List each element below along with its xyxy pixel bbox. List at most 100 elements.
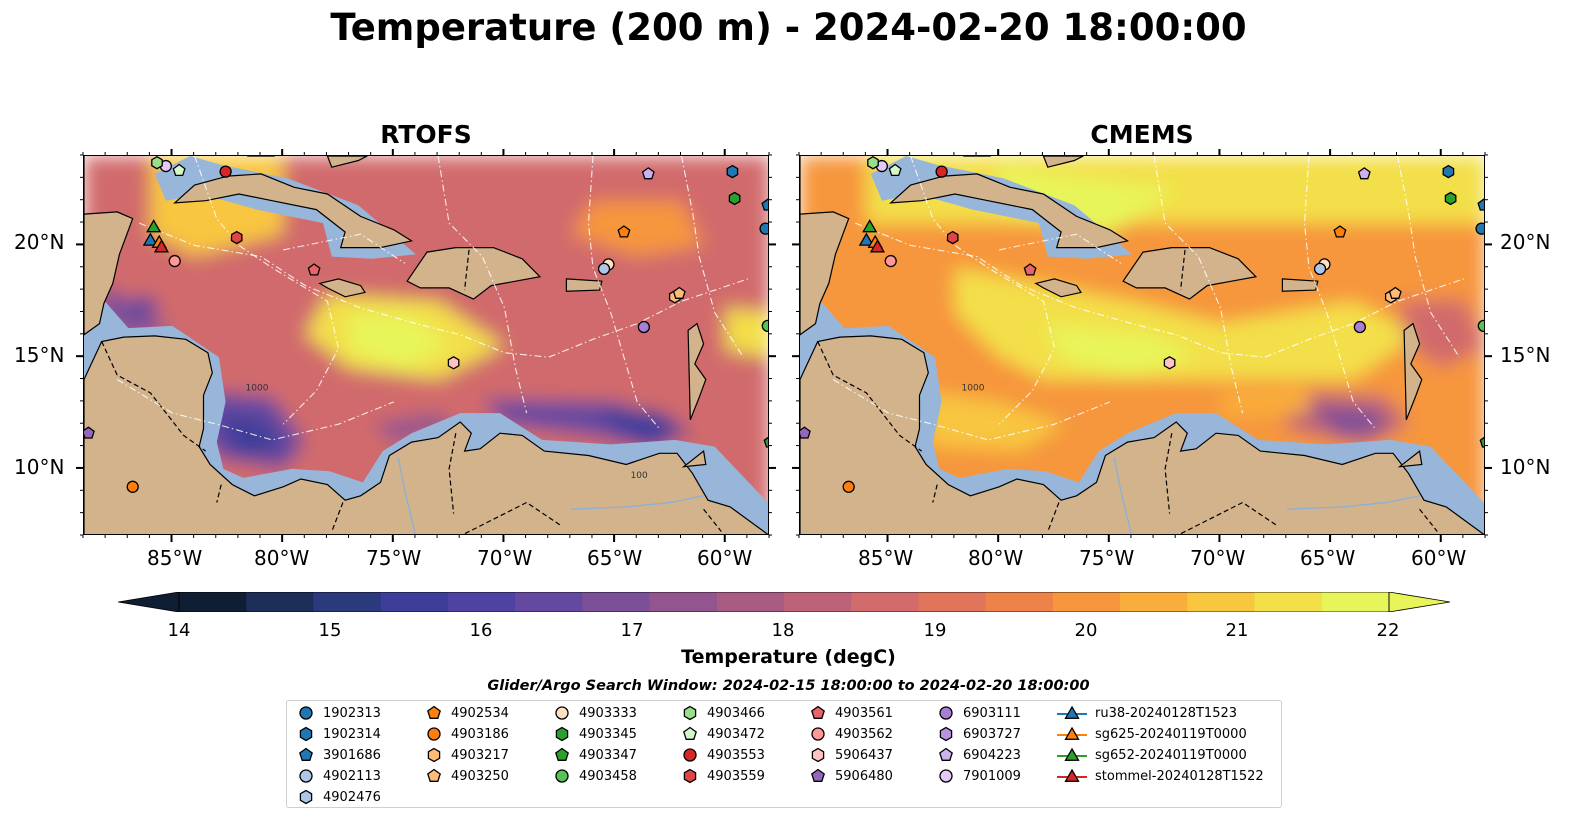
colorbar-segment bbox=[313, 592, 382, 612]
legend-marker-icon bbox=[299, 789, 313, 805]
colorbar-segment bbox=[582, 592, 651, 612]
float-marker-4903458 bbox=[761, 319, 768, 333]
panel-title-cmems: CMEMS bbox=[1090, 120, 1194, 149]
float-marker-4903347 bbox=[763, 436, 768, 448]
legend-item: sg652-20240119T0000 bbox=[1057, 745, 1247, 765]
float-marker-4903347 bbox=[1479, 436, 1484, 448]
figure-title: Temperature (200 m) - 2024-02-20 18:00:0… bbox=[330, 6, 1247, 49]
eez-boundary bbox=[116, 379, 395, 441]
legend-marker-icon bbox=[1057, 726, 1087, 740]
legend-label: 4903250 bbox=[451, 768, 509, 784]
colorbar bbox=[117, 591, 1451, 613]
legend-label: 4903347 bbox=[579, 747, 637, 763]
legend-item: 4903472 bbox=[681, 724, 765, 744]
colorbar-segment bbox=[784, 592, 852, 612]
colorbar-segment bbox=[1321, 592, 1390, 612]
legend-item: 4903562 bbox=[809, 724, 893, 744]
country-border bbox=[1164, 433, 1173, 514]
cmems-map-panel[interactable]: 1000 bbox=[799, 155, 1485, 535]
legend-marker-icon bbox=[299, 726, 313, 742]
legend-marker-icon bbox=[1057, 747, 1087, 761]
legend-marker bbox=[299, 726, 313, 742]
float-marker-4903186 bbox=[126, 480, 139, 493]
legend-marker bbox=[683, 705, 697, 721]
legend-item: 7901009 bbox=[937, 766, 1021, 786]
legend-label: 6903727 bbox=[963, 726, 1021, 742]
lon-tick-label: 70°W bbox=[1190, 546, 1246, 570]
legend-marker bbox=[811, 768, 825, 782]
legend-marker bbox=[939, 706, 953, 720]
legend-item: stommel-20240128T1522 bbox=[1057, 766, 1264, 786]
colorbar-segment bbox=[1120, 592, 1188, 612]
land-jamaica bbox=[318, 278, 366, 298]
float-marker-4903466 bbox=[867, 156, 879, 170]
legend-item: 3901686 bbox=[297, 745, 381, 765]
legend-marker-icon bbox=[555, 706, 569, 720]
legend-marker bbox=[939, 747, 953, 761]
legend-marker-icon bbox=[811, 747, 825, 763]
float-marker-1902314 bbox=[726, 164, 739, 179]
eez-boundary bbox=[587, 156, 660, 430]
country-border bbox=[703, 508, 722, 532]
legend-marker-icon bbox=[683, 726, 697, 740]
eez-boundary bbox=[194, 156, 340, 425]
colorbar-segment bbox=[851, 592, 919, 612]
colorbar-segment bbox=[918, 592, 987, 612]
lon-tick-label: 80°W bbox=[968, 546, 1024, 570]
legend-item: 4903217 bbox=[425, 745, 509, 765]
float-marker-4902534 bbox=[617, 225, 631, 238]
legend-label: 4902476 bbox=[323, 789, 381, 805]
river bbox=[570, 495, 704, 510]
colorbar-tick-label: 19 bbox=[923, 620, 947, 641]
colorbar-extend-max bbox=[1388, 591, 1451, 613]
legend-label: 4903553 bbox=[707, 747, 765, 763]
legend-item: 4903333 bbox=[553, 703, 637, 723]
land-bahamas bbox=[1042, 156, 1084, 168]
float-marker-4903553 bbox=[935, 165, 948, 178]
legend-item: ru38-20240128T1523 bbox=[1057, 703, 1237, 723]
temperature-map: 1000 bbox=[800, 156, 1484, 534]
argo-floats bbox=[800, 156, 1484, 493]
lon-tick-label: 65°W bbox=[587, 546, 643, 570]
colorbar-segment bbox=[1052, 592, 1121, 612]
legend-item: 4903553 bbox=[681, 745, 765, 765]
legend-marker-icon bbox=[1057, 705, 1087, 719]
legend-marker-icon bbox=[427, 705, 441, 719]
float-marker-5906437 bbox=[447, 356, 460, 370]
legend-marker-icon bbox=[299, 769, 313, 783]
float-marker-4902113 bbox=[1313, 262, 1327, 276]
legend-marker-icon bbox=[811, 727, 825, 741]
colorbar-segment bbox=[649, 592, 718, 612]
legend-marker-icon bbox=[299, 747, 313, 761]
temperature-region bbox=[1309, 406, 1387, 436]
eez-boundary bbox=[680, 156, 744, 358]
panel-title-rtofs: RTOFS bbox=[380, 120, 472, 149]
legend-marker bbox=[427, 727, 441, 741]
colorbar-tick-label: 17 bbox=[620, 620, 644, 641]
legend-marker bbox=[427, 747, 441, 763]
legend-item: 5906437 bbox=[809, 745, 893, 765]
country-border bbox=[464, 249, 470, 291]
float-marker-5906480 bbox=[800, 426, 811, 439]
eez-boundary bbox=[1303, 156, 1376, 430]
temperature-region bbox=[371, 413, 461, 443]
legend-label: 7901009 bbox=[963, 768, 1021, 784]
eez-boundary bbox=[283, 233, 406, 264]
lon-tick-label: 70°W bbox=[477, 546, 533, 570]
colorbar-segment bbox=[985, 592, 1054, 612]
float-marker-4903472 bbox=[888, 163, 902, 177]
glider-marker-sg652-20240119T0000 bbox=[862, 219, 878, 233]
lat-tick-label: 20°N bbox=[14, 230, 65, 254]
contour-label: 1000 bbox=[246, 384, 269, 394]
rtofs-map-panel[interactable]: 1000 100 bbox=[83, 155, 769, 535]
colorbar-segment bbox=[716, 592, 785, 612]
float-marker-6903111 bbox=[1353, 320, 1367, 334]
legend-label: 4903458 bbox=[579, 768, 637, 784]
legend-item: 4902113 bbox=[297, 766, 381, 786]
temperature-region bbox=[570, 200, 704, 257]
legend-item: 6903111 bbox=[937, 703, 1021, 723]
country-border bbox=[101, 341, 207, 452]
float-marker-4903466 bbox=[151, 156, 163, 170]
float-marker-4903553 bbox=[219, 165, 232, 178]
